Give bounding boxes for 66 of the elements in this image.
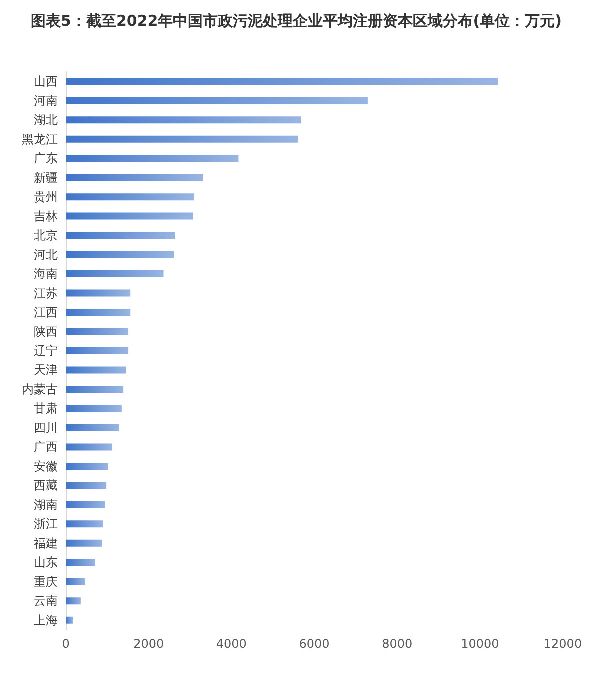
- bar: [66, 212, 194, 220]
- y-tick-label: 广东: [34, 152, 58, 166]
- x-tick-label: 12000: [544, 637, 582, 651]
- chart-title: 图表5：截至2022年中国市政污泥处理企业平均注册资本区域分布(单位：万元): [31, 12, 562, 30]
- x-tick-label: 10000: [461, 637, 500, 651]
- y-tick-label: 湖南: [34, 498, 58, 512]
- y-tick-label: 天津: [34, 363, 58, 378]
- y-tick-label: 山东: [34, 556, 58, 570]
- bar: [66, 348, 129, 354]
- x-tick-label: 6000: [299, 637, 330, 651]
- bar: [66, 309, 131, 316]
- y-tick-label: 重庆: [34, 574, 58, 589]
- bar: [66, 386, 124, 393]
- bar: [66, 559, 96, 566]
- y-tick-label: 云南: [34, 594, 58, 608]
- bar: [66, 174, 204, 182]
- y-tick-label: 内蒙古: [22, 382, 58, 396]
- x-tick-label: 2000: [134, 637, 164, 651]
- bar: [66, 155, 239, 162]
- y-tick-label: 广西: [34, 440, 58, 454]
- y-tick-label: 湖北: [34, 113, 58, 128]
- y-tick-label: 江苏: [34, 286, 58, 300]
- bar: [66, 78, 498, 86]
- bar: [66, 540, 102, 547]
- bar: [66, 366, 126, 374]
- bar: [66, 328, 129, 336]
- bar: [66, 501, 106, 508]
- bar: [66, 424, 120, 432]
- y-tick-label: 海南: [34, 267, 58, 282]
- bar: [66, 598, 81, 605]
- y-tick-label: 北京: [34, 228, 58, 243]
- bar: [66, 116, 302, 124]
- y-tick-label: 浙江: [34, 517, 58, 532]
- bar: [66, 482, 107, 490]
- bar: [66, 578, 86, 586]
- y-tick-label: 黑龙江: [22, 132, 58, 146]
- bar: [66, 270, 164, 278]
- bar: [66, 520, 104, 528]
- y-tick-label: 贵州: [34, 190, 58, 204]
- y-tick-label: 安徽: [34, 459, 58, 474]
- y-tick-label: 吉林: [34, 209, 58, 224]
- y-tick-label: 新疆: [34, 170, 58, 185]
- bar: [66, 194, 194, 201]
- y-tick-label: 四川: [34, 420, 58, 435]
- bar: [66, 616, 74, 624]
- x-tick-label: 8000: [382, 637, 413, 651]
- bar: [66, 462, 108, 470]
- y-tick-label: 陕西: [34, 324, 58, 339]
- bar: [66, 97, 368, 104]
- y-tick-label: 江西: [34, 306, 58, 320]
- y-tick-label: 河南: [34, 94, 58, 108]
- y-tick-label: 上海: [34, 613, 58, 628]
- bar: [66, 232, 176, 240]
- x-tick-label: 0: [62, 637, 70, 651]
- bar: [66, 251, 174, 258]
- bar: [66, 290, 131, 297]
- bar: [66, 405, 122, 412]
- y-tick-label: 甘肃: [34, 402, 58, 416]
- y-tick-label: 山西: [34, 74, 58, 89]
- y-tick-label: 福建: [34, 536, 58, 550]
- y-tick-label: 西藏: [34, 478, 58, 493]
- x-tick-label: 4000: [216, 637, 247, 651]
- bar: [66, 136, 298, 143]
- y-tick-label: 河北: [34, 248, 58, 262]
- bar: [66, 444, 112, 451]
- y-tick-label: 辽宁: [34, 344, 58, 358]
